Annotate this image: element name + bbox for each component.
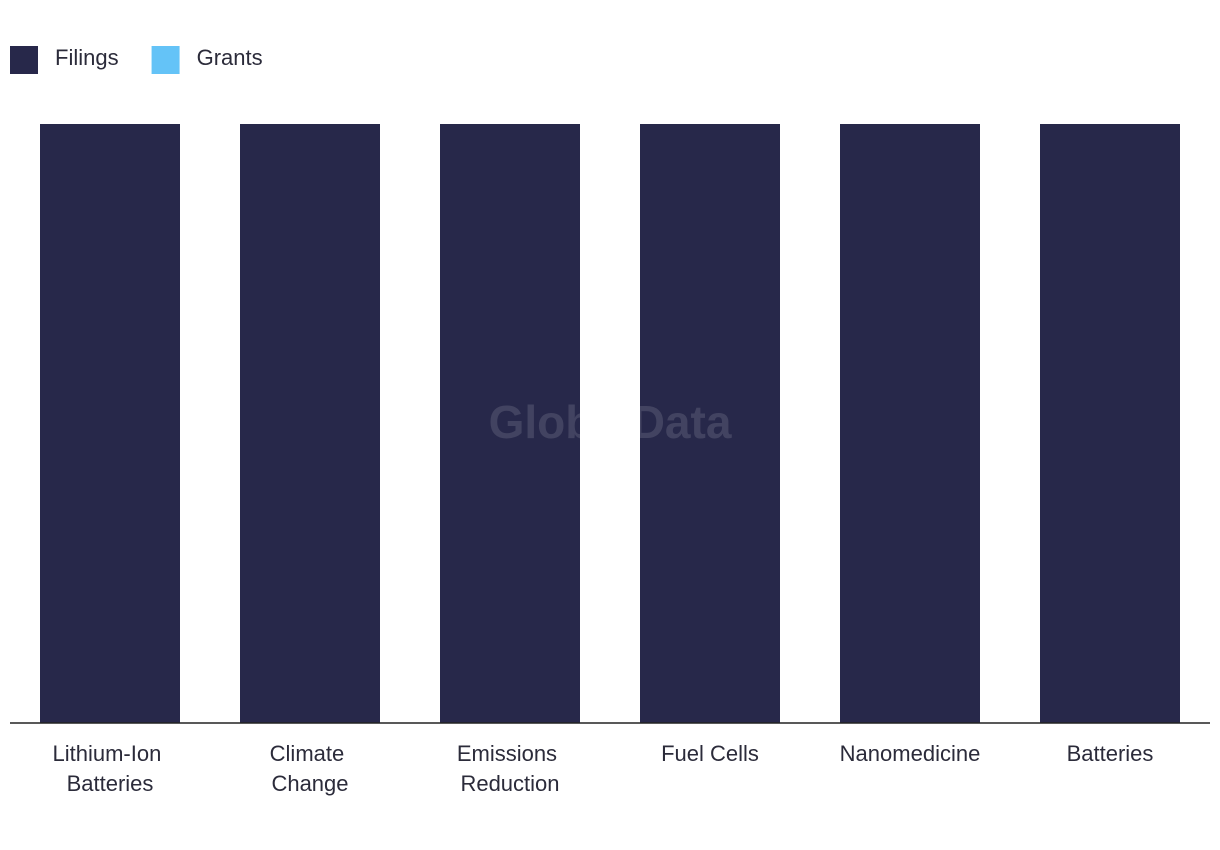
bar-segment — [840, 124, 980, 723]
bar-segment — [440, 124, 580, 723]
bar-segment — [640, 124, 780, 723]
bar-segment — [1040, 124, 1180, 723]
legend-swatch — [10, 46, 38, 74]
x-tick-label: Emissions Reduction — [457, 741, 563, 796]
x-tick-label: Lithium-Ion Batteries — [53, 741, 168, 796]
legend-label: Grants — [197, 45, 263, 70]
x-tick-label: Nanomedicine — [840, 741, 981, 766]
watermark: GlobalData — [489, 396, 732, 448]
x-tick-label: Fuel Cells — [661, 741, 759, 766]
x-tick-label: Batteries — [1067, 741, 1154, 766]
bar-segment — [40, 124, 180, 723]
bar-segment — [240, 124, 380, 723]
legend-swatch — [151, 46, 180, 74]
legend-label: Filings — [55, 45, 119, 70]
x-tick-label: Climate Change — [270, 741, 351, 796]
